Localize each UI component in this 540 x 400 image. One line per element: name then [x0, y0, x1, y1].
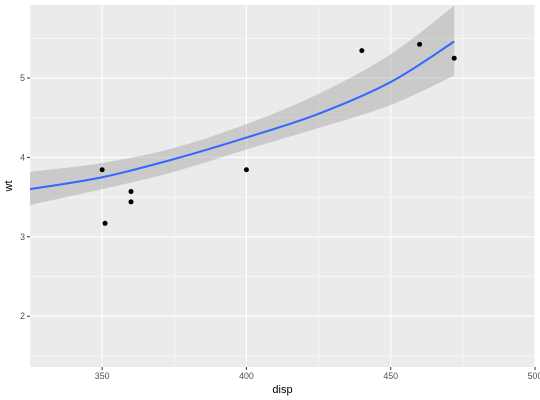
x-tick-label: 500 — [528, 371, 540, 381]
data-point — [99, 167, 105, 173]
minor-gridlines — [29, 5, 535, 367]
y-tick-label: 2 — [20, 311, 25, 321]
plot-panel — [30, 5, 535, 367]
data-point — [102, 220, 108, 226]
y-axis-title: wt — [3, 181, 15, 193]
data-point — [417, 41, 423, 47]
data-point — [128, 199, 134, 205]
confidence-band — [30, 5, 455, 206]
data-point — [451, 55, 457, 61]
data-point — [359, 48, 365, 54]
fit-line — [29, 40, 455, 191]
data-points — [99, 41, 457, 226]
x-tick-label: 400 — [239, 371, 254, 381]
x-tick-label: 450 — [383, 371, 398, 381]
y-tick-label: 3 — [20, 232, 25, 242]
major-gridlines — [30, 5, 536, 367]
x-tick-label: 350 — [95, 371, 110, 381]
data-point — [128, 189, 134, 195]
x-axis-ticks: 350 400 450 500 — [95, 367, 540, 381]
y-tick-label: 4 — [20, 152, 25, 162]
y-axis-ticks: 2 3 4 5 — [20, 73, 30, 321]
x-axis-title: disp — [272, 384, 292, 396]
data-point — [243, 167, 249, 173]
y-tick-label: 5 — [20, 73, 25, 83]
